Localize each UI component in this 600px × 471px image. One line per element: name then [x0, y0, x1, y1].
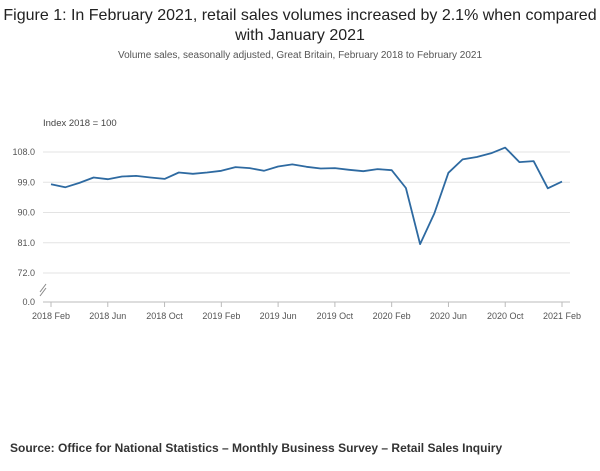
y-tick-label: 0.0 — [22, 297, 35, 307]
x-tick-label: 2020 Oct — [487, 311, 524, 321]
source-note: Source: Office for National Statistics –… — [10, 441, 503, 455]
y-tick-label: 108.0 — [12, 147, 35, 157]
axis-break-mark-0 — [39, 283, 47, 293]
y-tick-label: 81.0 — [17, 238, 35, 248]
x-axis-ticks: 2018 Feb 2018 Jun 2018 Oct 2019 Feb 2019 Jun… — [32, 302, 581, 321]
x-tick-label: 2020 Jun — [430, 311, 467, 321]
y-axis-ticks: 0.0 72.0 81.0 90.0 99.0 108.0 — [12, 147, 35, 307]
y-axis-label: Index 2018 = 100 — [43, 118, 117, 129]
x-tick-label: 2019 Jun — [260, 311, 297, 321]
chart-title: Figure 1: In February 2021, retail sales… — [3, 7, 597, 44]
series-line-retail-sales — [50, 146, 563, 245]
x-tick-label: 2018 Feb — [32, 311, 70, 321]
x-tick-label: 2021 Feb — [543, 311, 581, 321]
line-chart: Index 2018 = 100 0.0 72.0 81.0 90.0 99.0 108.… — [12, 118, 581, 321]
axis-break-mark-1 — [39, 287, 47, 297]
y-tick-label: 72.0 — [17, 268, 35, 278]
chart-subtitle: Volume sales, seasonally adjusted, Great… — [117, 50, 483, 61]
x-tick-label: 2018 Oct — [146, 311, 183, 321]
x-tick-label: 2019 Feb — [202, 311, 240, 321]
x-tick-label: 2018 Jun — [89, 311, 126, 321]
axis-break-symbol — [39, 283, 47, 297]
gridlines — [43, 151, 570, 303]
y-tick-label: 90.0 — [17, 208, 35, 218]
x-tick-label: 2020 Feb — [373, 311, 411, 321]
x-tick-label: 2019 Oct — [317, 311, 354, 321]
y-tick-label: 99.0 — [17, 177, 35, 187]
